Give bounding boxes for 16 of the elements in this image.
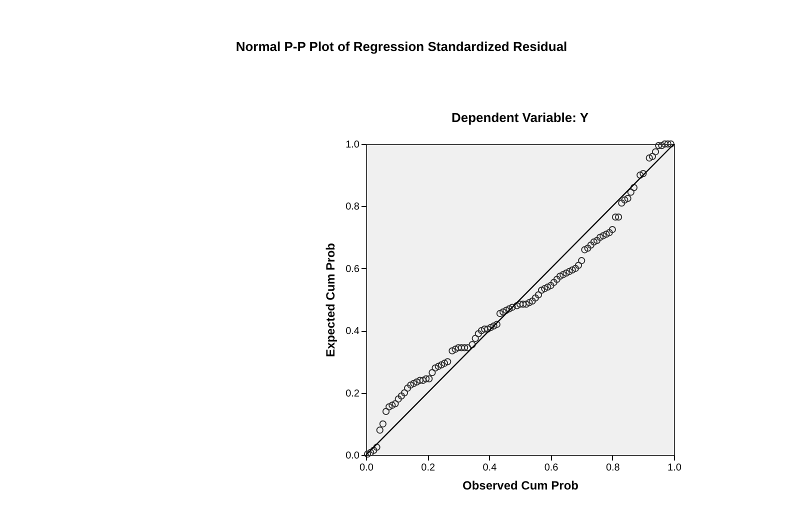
- y-tick-label: 0.6: [346, 264, 360, 275]
- chart-title: Normal P-P Plot of Regression Standardized Residual: [236, 39, 568, 54]
- x-tick-label: 0.0: [360, 462, 374, 474]
- x-tick-label: 0.2: [421, 462, 436, 474]
- chart-subtitle: Dependent Variable: Y: [451, 110, 589, 125]
- y-axis-title: Expected Cum Prob: [324, 242, 338, 358]
- y-tick-label: 1.0: [346, 140, 360, 150]
- x-tick-label: 0.6: [544, 462, 559, 474]
- y-tick-label: 0.8: [346, 202, 360, 213]
- y-tick-label: 0.2: [346, 388, 360, 400]
- y-tick-label: 0.4: [346, 326, 360, 338]
- x-axis-title: Observed Cum Prob: [462, 478, 579, 492]
- x-tick-label: 0.4: [482, 462, 498, 474]
- x-tick-label: 0.8: [606, 462, 620, 474]
- y-tick-label: 0.0: [346, 450, 360, 462]
- x-tick-label: 1.0: [668, 462, 682, 474]
